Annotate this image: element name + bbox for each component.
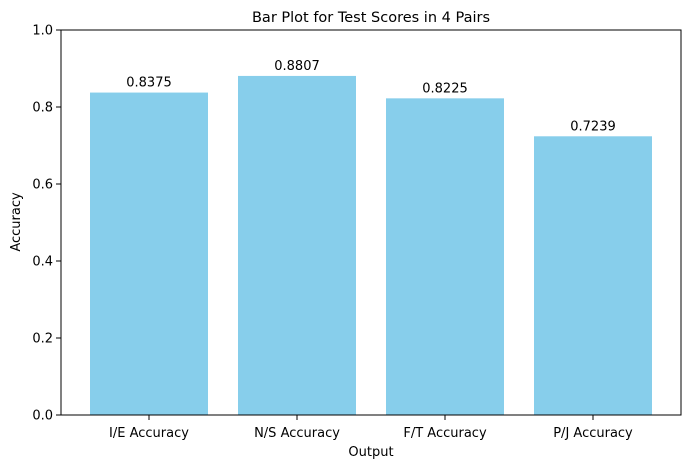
- x-tick-label-1: I/E Accuracy: [109, 426, 189, 441]
- y-axis-label: Accuracy: [9, 192, 24, 252]
- y-tick-label-3: 0.4: [32, 255, 53, 270]
- bar-4: [534, 136, 652, 415]
- bar-2: [238, 75, 356, 416]
- x-axis-ticks: I/E Accuracy N/S Accuracy F/T Accuracy P/J …: [109, 415, 633, 441]
- bar-value-label-4: 0.7239: [570, 119, 616, 134]
- y-tick-label-2: 0.2: [32, 332, 53, 347]
- plot-area-border: [60, 29, 682, 416]
- y-tick-label-5: 0.8: [32, 101, 53, 116]
- y-tick-label-6: 1.0: [32, 24, 53, 39]
- chart-title: Bar Plot for Test Scores in 4 Pairs: [252, 10, 490, 26]
- bar-value-label-1: 0.8375: [126, 76, 172, 91]
- y-tick-label-4: 0.6: [32, 178, 53, 193]
- y-tick-label-1: 0.0: [32, 409, 53, 424]
- x-axis-label: Output: [348, 445, 393, 460]
- y-axis-ticks: 0.0 0.2 0.4 0.6 0.8 1.0: [32, 24, 61, 424]
- bars-group: [90, 75, 652, 416]
- x-tick-label-2: N/S Accuracy: [254, 426, 340, 441]
- bar-value-label-2: 0.8807: [274, 59, 320, 74]
- x-tick-label-3: F/T Accuracy: [403, 426, 487, 441]
- bar-1: [90, 92, 208, 415]
- bar-3: [386, 98, 504, 416]
- plot-frame: [60, 29, 682, 416]
- bar-value-label-3: 0.8225: [422, 81, 468, 96]
- x-tick-label-4: P/J Accuracy: [553, 426, 633, 441]
- value-labels-group: 0.8375 0.8807 0.8225 0.7239: [126, 59, 616, 134]
